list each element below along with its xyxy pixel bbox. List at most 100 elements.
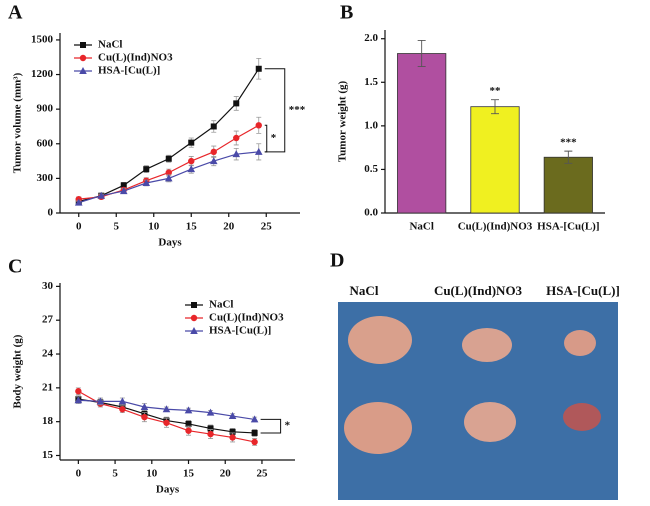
marker [206,408,215,416]
x-tick-label: 25 [261,221,273,233]
marker [207,425,214,432]
marker [184,406,193,414]
marker [233,134,240,142]
series-line [78,390,255,443]
marker [164,174,173,182]
y-tick-label: 0.5 [364,163,378,175]
marker [119,406,126,413]
x-tick-label: 15 [186,221,198,233]
marker [79,54,87,62]
photo: D NaCl Cu(L)(Ind)NO3 HSA-[Cu(L)] [330,250,620,500]
legend-label: HSA-[Cu(L)] [98,65,160,77]
marker [207,430,214,438]
panel-letter: A [8,2,23,24]
marker [210,148,217,156]
y-tick-label: 1500 [31,33,54,45]
y-tick-label: 24 [42,348,54,360]
y-tick-label: 21 [42,381,53,393]
photo-label: Cu(L)(Ind)NO3 [434,283,523,298]
marker [187,165,196,173]
legend-label: NaCl [209,299,233,311]
error-bar [417,40,426,68]
error-bar [564,150,573,164]
marker [118,397,127,405]
x-tick-label: 0 [76,468,82,480]
marker [255,122,262,129]
marker [185,427,192,434]
significance-bracket [260,418,282,434]
marker [232,150,241,158]
photo-label: HSA-[Cu(L)] [546,283,620,298]
marker [119,187,128,195]
marker [191,302,197,308]
marker [120,182,127,189]
legend-label: Cu(L)(Ind)NO3 [98,52,173,64]
y-tick-label: 2.0 [364,32,378,44]
marker [74,198,83,206]
x-axis-label: Days [158,237,182,249]
y-tick-label: 1.0 [364,119,378,131]
marker [255,65,262,72]
bar [470,106,520,214]
tumor [348,316,412,364]
panel-letter: D [330,250,344,272]
marker [233,100,240,107]
significance-bracket [264,68,286,153]
tumor [563,403,601,431]
marker [162,405,171,413]
x-tick-label: 0 [76,221,82,233]
legend-label: HSA-[Cu(L)] [209,325,271,337]
x-tick-label: 20 [220,468,232,480]
marker [188,157,195,165]
bar [397,53,447,214]
x-axis-label: Days [156,484,180,496]
marker [254,147,263,155]
marker [228,412,237,420]
x-tick-label: 10 [146,468,158,480]
marker [142,179,151,186]
y-axis-label: Tumor weight (g) [337,81,349,163]
marker [188,139,195,146]
significance-label: * [285,420,291,432]
significance-label: *** [289,104,306,116]
significance-label: ** [490,85,502,97]
significance-label: *** [560,137,577,149]
marker [80,42,86,48]
y-tick-label: 18 [42,415,54,427]
tumor [344,402,412,454]
y-tick-label: 300 [37,172,54,184]
marker [229,434,236,441]
marker [141,413,148,421]
x-tick-label: 5 [112,468,118,480]
x-tick-label: NaCl [409,221,433,233]
marker [163,419,170,426]
x-tick-label: 20 [223,221,235,233]
marker [190,327,198,334]
marker [96,397,105,405]
marker [229,428,236,435]
marker [209,157,218,165]
y-tick-label: 1.5 [364,76,378,88]
y-tick-label: 1200 [31,68,54,80]
y-tick-label: 27 [42,314,54,326]
x-tick-label: 5 [114,221,120,233]
marker [250,415,259,423]
marker [185,420,192,427]
legend-label: Cu(L)(Ind)NO3 [209,312,284,324]
x-tick-label: 10 [148,221,160,233]
y-tick-label: 0.0 [364,207,378,219]
marker [165,155,172,162]
x-tick-label: HSA-[Cu(L)] [537,221,599,233]
marker [97,191,106,199]
marker [165,169,172,176]
marker [74,396,83,404]
marker [190,314,198,322]
y-axis-label: Body weight (g) [12,334,24,408]
tumor [464,402,516,442]
legend-label: NaCl [98,39,122,51]
y-tick-label: 600 [37,137,54,149]
x-tick-label: 15 [183,468,195,480]
y-tick-label: 900 [37,103,54,115]
error-bar [491,99,499,115]
